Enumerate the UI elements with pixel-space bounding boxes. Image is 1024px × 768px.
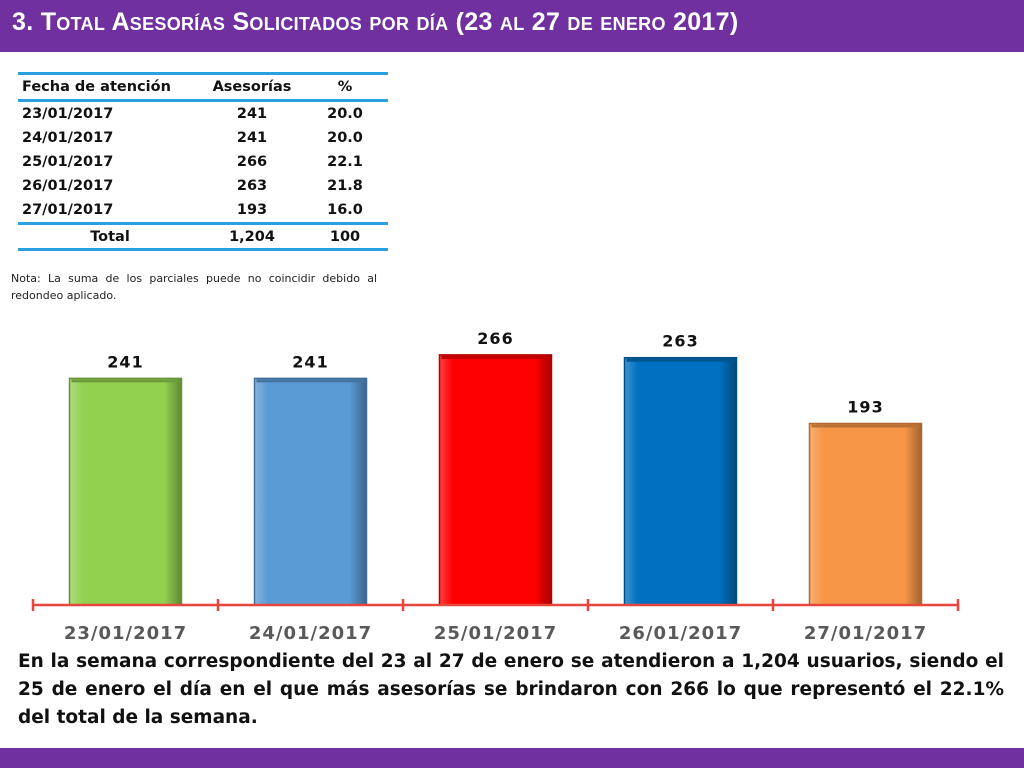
cell-count: 241: [236, 130, 268, 146]
total-label: Total: [18, 222, 202, 251]
title-bar: 3. Total Asesorías Solicitados por día (…: [0, 0, 1024, 52]
footnote: Nota: La suma de los parciales puede no …: [11, 272, 377, 302]
bar-top-edge: [71, 379, 180, 383]
cell-date: 25/01/2017: [22, 154, 114, 170]
cell-percent: 16.0: [327, 202, 363, 218]
bar-27/01/2017: [808, 422, 923, 606]
data-label: 241: [107, 352, 143, 371]
cell-count: 266: [236, 154, 268, 170]
cell-percent: 22.1: [327, 154, 363, 170]
bar-26/01/2017: [623, 356, 738, 606]
cell-date: 26/01/2017: [22, 178, 114, 194]
table-total-row: Total 1,204 100: [18, 222, 388, 251]
bar-23/01/2017: [68, 377, 183, 606]
x-tick-label: 27/01/2017: [804, 623, 927, 644]
cell-date: 27/01/2017: [22, 202, 114, 218]
cell-count: 193: [236, 202, 268, 218]
x-tick-label: 24/01/2017: [249, 623, 372, 644]
column-header-percent: %: [302, 72, 388, 102]
x-tick-label: 25/01/2017: [434, 623, 557, 644]
cell-percent: 20.0: [327, 106, 363, 122]
table-header-row: Fecha de atención Asesorías %: [18, 72, 388, 102]
table-row: 24/01/2017 241 20.0: [18, 126, 388, 150]
cell-count: 241: [236, 106, 268, 122]
x-tick-label: 26/01/2017: [619, 623, 742, 644]
total-percent: 100: [302, 222, 388, 251]
bar-25/01/2017: [438, 354, 553, 606]
table-row: 23/01/2017 241 20.0: [18, 101, 388, 127]
bar-24/01/2017: [253, 377, 368, 606]
cell-date: 23/01/2017: [22, 106, 114, 122]
cell-percent: 21.8: [327, 178, 363, 194]
column-header-count: Asesorías: [202, 72, 302, 102]
page-title: 3. Total Asesorías Solicitados por día (…: [12, 8, 739, 36]
bottom-bar: [0, 748, 1024, 768]
cell-percent: 20.0: [327, 130, 363, 146]
data-label: 263: [662, 332, 698, 351]
column-header-date: Fecha de atención: [18, 72, 202, 102]
table-row: 27/01/2017 193 16.0: [18, 198, 388, 224]
cell-date: 24/01/2017: [22, 130, 114, 146]
bar-top-edge: [256, 379, 365, 383]
summary-paragraph: En la semana correspondiente del 23 al 2…: [18, 651, 1004, 728]
bar-top-edge: [811, 424, 920, 428]
data-label: 266: [477, 329, 513, 348]
x-tick-label: 23/01/2017: [64, 623, 187, 644]
total-count: 1,204: [202, 222, 302, 251]
bar-top-edge: [441, 355, 550, 359]
data-label: 193: [847, 398, 883, 417]
table-row: 26/01/2017 263 21.8: [18, 174, 388, 198]
data-table: Fecha de atención Asesorías % 23/01/2017…: [18, 72, 388, 251]
data-label: 241: [292, 352, 328, 371]
table-row: 25/01/2017 266 22.1: [18, 150, 388, 174]
cell-count: 263: [236, 178, 268, 194]
bar-top-edge: [626, 358, 735, 362]
